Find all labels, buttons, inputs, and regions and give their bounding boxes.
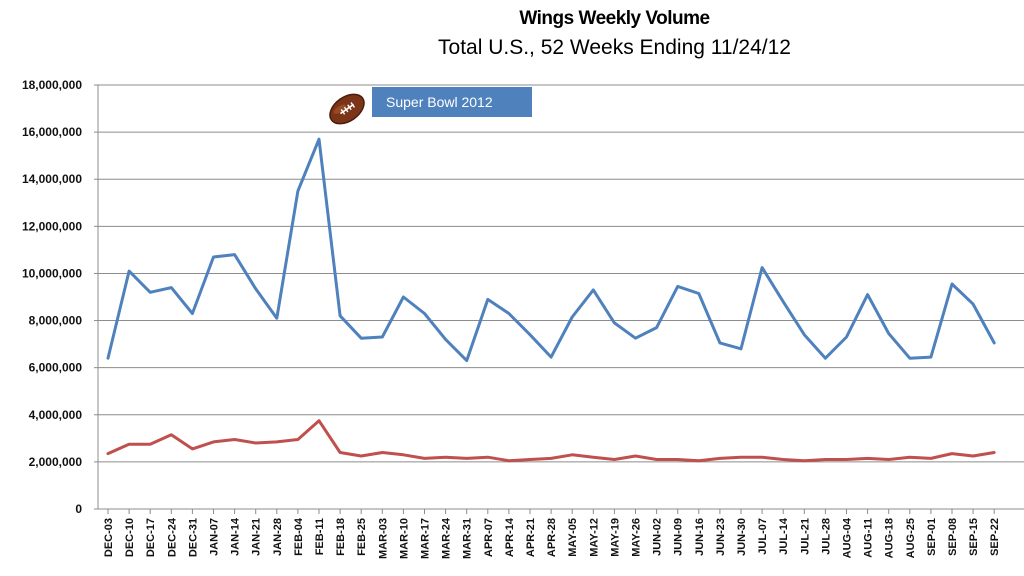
x-tick-label: JUL-21 <box>799 518 811 555</box>
axes <box>97 85 1024 510</box>
x-tick-label: AUG-18 <box>884 518 896 558</box>
x-tick-label: SEP-15 <box>968 518 980 556</box>
x-tick-label: MAY-19 <box>609 518 621 557</box>
chart-subtitle: Total U.S., 52 Weeks Ending 11/24/12 <box>438 36 791 59</box>
y-tick-label: 2,000,000 <box>29 455 83 469</box>
x-tick-label: DEC-17 <box>145 518 157 557</box>
x-tick-label: MAY-05 <box>567 518 579 557</box>
y-tick-label: 4,000,000 <box>29 408 83 422</box>
super-bowl-annotation: Super Bowl 2012 <box>372 87 532 117</box>
y-tick-label: 6,000,000 <box>29 361 83 375</box>
y-tick-label: 16,000,000 <box>22 125 82 139</box>
x-tick-label: APR-14 <box>504 517 516 557</box>
x-tick-label: AUG-04 <box>842 517 854 558</box>
x-tick-label: JUL-28 <box>820 518 832 555</box>
x-tick-label: MAR-31 <box>462 518 474 559</box>
series-line-blue <box>106 137 996 363</box>
x-tick-label: FEB-18 <box>335 518 347 556</box>
x-tick-label: DEC-03 <box>103 518 115 557</box>
x-tick-label: JAN-07 <box>209 518 221 556</box>
x-tick-label: MAR-17 <box>420 518 432 559</box>
x-tick-label: MAR-03 <box>377 518 389 559</box>
y-tick-label: 8,000,000 <box>29 314 83 328</box>
x-tick-label: MAR-10 <box>398 518 410 559</box>
x-tick-label: SEP-01 <box>926 518 938 556</box>
x-tick-label: DEC-31 <box>187 518 199 557</box>
x-tick-label: MAR-24 <box>441 517 453 559</box>
x-tick-label: AUG-25 <box>905 518 917 558</box>
gridlines <box>98 84 1024 463</box>
y-tick-label: 14,000,000 <box>22 172 82 186</box>
x-tick-label: JAN-21 <box>251 518 263 556</box>
x-tick-label: SEP-22 <box>989 518 1001 556</box>
x-tick-label: JUN-09 <box>673 518 685 556</box>
x-tick-label: JUL-14 <box>778 517 790 555</box>
y-tick-label: 18,000,000 <box>22 78 82 92</box>
x-tick-label: APR-21 <box>525 518 537 557</box>
x-tick-label: APR-07 <box>483 518 495 557</box>
x-tick-label: FEB-11 <box>314 518 326 555</box>
x-tick-label: FEB-25 <box>356 518 368 556</box>
x-tick-label: JUN-02 <box>652 518 664 556</box>
x-tick-label: APR-28 <box>546 518 558 557</box>
y-axis-ticks: 0 2,000,000 4,000,000 6,000,000 8,000,000 10,… <box>22 78 98 516</box>
x-tick-label: JUN-23 <box>715 518 727 556</box>
x-tick-label: SEP-08 <box>947 518 959 556</box>
chart-title: Wings Weekly Volume <box>519 8 710 29</box>
y-tick-label: 12,000,000 <box>22 219 82 233</box>
x-tick-label: JUN-16 <box>694 518 706 556</box>
x-axis-ticks: DEC-03 DEC-10 DEC-17 DEC-24 DEC-31 JAN-07 JAN-… <box>103 509 1001 559</box>
x-tick-label: FEB-04 <box>293 517 305 556</box>
x-tick-label: JAN-14 <box>230 517 242 556</box>
x-tick-label: JUL-07 <box>757 518 769 555</box>
x-tick-label: DEC-10 <box>124 518 136 557</box>
y-tick-label: 10,000,000 <box>22 266 82 280</box>
x-tick-label: JAN-28 <box>272 518 284 556</box>
x-tick-label: JUN-30 <box>736 518 748 556</box>
x-tick-label: DEC-24 <box>166 517 178 557</box>
football-icon <box>329 93 365 125</box>
y-tick-label: 0 <box>75 502 82 516</box>
series-lines <box>106 137 996 463</box>
x-tick-label: AUG-11 <box>863 518 875 558</box>
series-line-red <box>106 419 996 463</box>
x-tick-label: MAY-26 <box>631 518 643 557</box>
x-tick-label: MAY-12 <box>588 518 600 557</box>
